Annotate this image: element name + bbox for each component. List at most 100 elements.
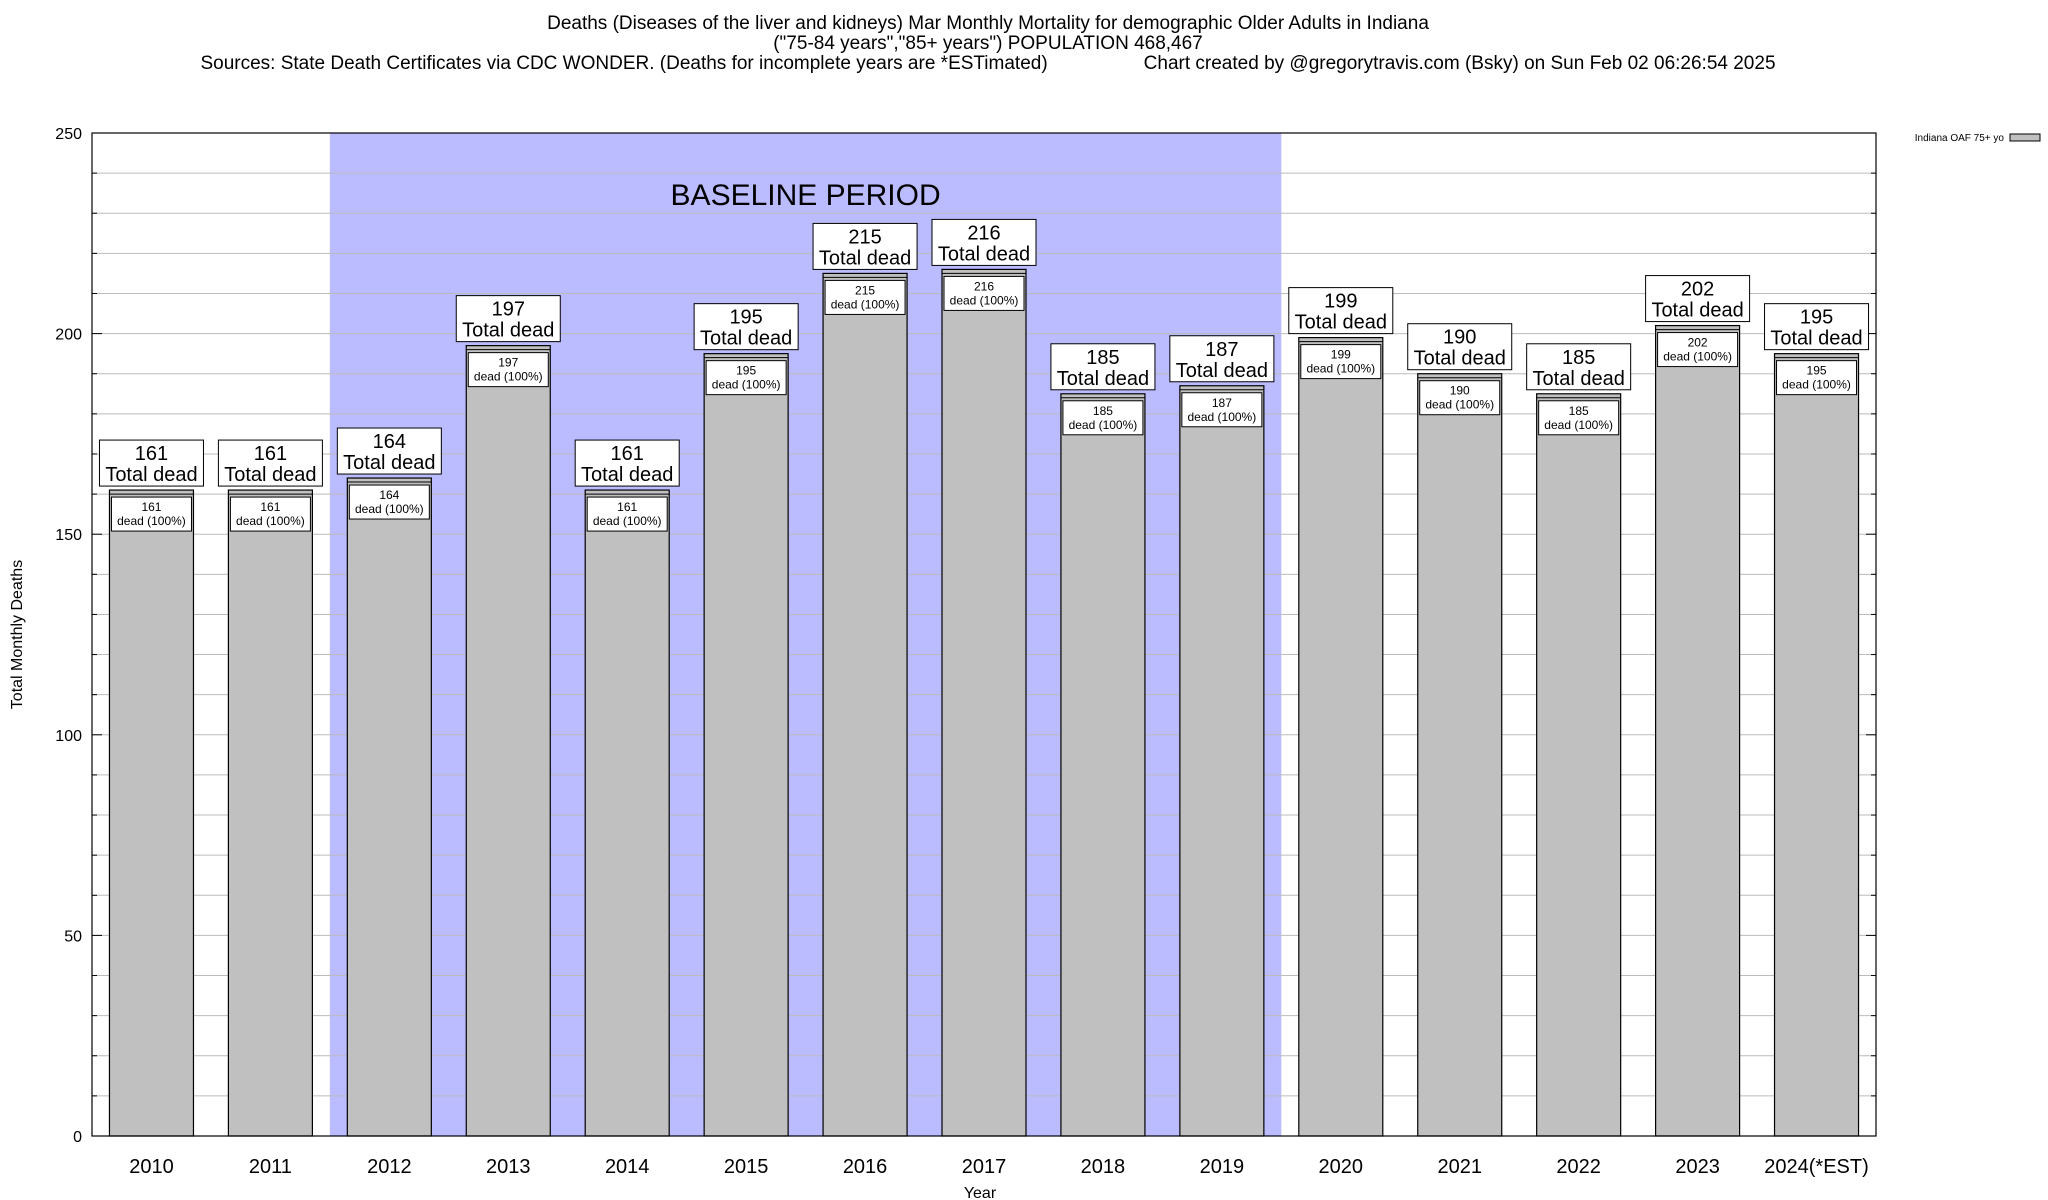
inner-label-text: dead (100%) xyxy=(1544,418,1613,432)
total-label-box xyxy=(98,439,204,487)
inner-label-value: 185 xyxy=(1093,404,1113,418)
total-label-value: 187 xyxy=(1205,339,1238,361)
total-label-value: 190 xyxy=(1443,327,1476,349)
bar-2020 xyxy=(1298,337,1384,1137)
total-label-value: 197 xyxy=(492,299,525,321)
baseline-period-label: BASELINE PERIOD xyxy=(671,179,941,212)
inner-label-value: 187 xyxy=(1212,396,1232,410)
total-label-value: 185 xyxy=(1562,347,1595,369)
total-label-value: 202 xyxy=(1681,279,1714,301)
inner-label-box xyxy=(1062,400,1144,436)
inner-label-text: dead (100%) xyxy=(1069,418,1138,432)
bar-2017 xyxy=(941,268,1027,1137)
inner-label-value: 197 xyxy=(498,356,518,370)
inner-label-box xyxy=(824,279,906,315)
total-label-text: Total dead xyxy=(462,320,554,342)
bar-2013 xyxy=(465,345,551,1137)
inner-label-value: 199 xyxy=(1331,348,1351,362)
bar-2010 xyxy=(108,489,195,1137)
total-label-text: Total dead xyxy=(1057,368,1149,390)
inner-label-box xyxy=(1181,392,1263,428)
total-label-text: Total dead xyxy=(700,328,792,350)
bar-2022 xyxy=(1536,393,1622,1137)
inner-label-text: dead (100%) xyxy=(1663,350,1732,364)
inner-label-value: 161 xyxy=(141,500,161,514)
total-label-text: Total dead xyxy=(1651,300,1743,322)
total-label-text: Total dead xyxy=(819,247,911,269)
inner-label-box xyxy=(586,496,668,532)
inner-label-text: dead (100%) xyxy=(593,514,662,528)
inner-label-box xyxy=(1776,360,1858,396)
x-axis-label: Year xyxy=(964,1185,997,1200)
x-tick-label: 2014 xyxy=(605,1156,650,1178)
inner-label-value: 195 xyxy=(736,364,756,378)
x-tick-label: 2012 xyxy=(367,1156,412,1178)
inner-label-value: 216 xyxy=(974,279,994,293)
inner-label-box xyxy=(467,352,549,388)
y-axis-label: Total Monthly Deaths xyxy=(9,560,26,709)
total-label-box xyxy=(931,218,1037,266)
inner-label-box xyxy=(1419,380,1501,416)
inner-label-text: dead (100%) xyxy=(950,293,1019,307)
inner-label-text: dead (100%) xyxy=(1425,398,1494,412)
x-tick-label: 2010 xyxy=(129,1156,174,1178)
bar-2014 xyxy=(584,489,670,1137)
inner-label-text: dead (100%) xyxy=(712,378,781,392)
inner-label-text: dead (100%) xyxy=(355,502,424,516)
inner-label-text: dead (100%) xyxy=(1782,378,1851,392)
inner-label-value: 164 xyxy=(379,488,399,502)
total-label-text: Total dead xyxy=(938,243,1030,265)
total-label-box xyxy=(574,439,680,487)
inner-label-value: 202 xyxy=(1688,336,1708,350)
legend-swatch xyxy=(2009,133,2041,142)
total-label-text: Total dead xyxy=(1414,348,1506,370)
total-label-box xyxy=(336,427,442,475)
total-label-box xyxy=(1169,335,1275,383)
x-tick-label: 2015 xyxy=(724,1156,769,1178)
chart-sources: Sources: State Death Certificates via CD… xyxy=(200,53,1048,74)
x-tick-label: 2019 xyxy=(1200,1156,1245,1178)
inner-label-box xyxy=(705,360,787,396)
inner-label-text: dead (100%) xyxy=(474,370,543,384)
inner-label-box xyxy=(110,496,192,532)
inner-label-box xyxy=(229,496,311,532)
x-tick-label: 2020 xyxy=(1319,1156,1364,1178)
total-label-text: Total dead xyxy=(1770,328,1862,350)
bar-2015 xyxy=(703,353,789,1137)
x-tick-label: 2018 xyxy=(1081,1156,1126,1178)
total-label-text: Total dead xyxy=(1176,360,1268,382)
total-label-box xyxy=(1645,275,1751,323)
inner-label-box xyxy=(1538,400,1620,436)
chart-source-line: Sources: State Death Certificates via CD… xyxy=(0,54,1976,74)
bar-2024(*EST) xyxy=(1773,353,1860,1137)
inner-label-value: 161 xyxy=(617,500,637,514)
total-label-box xyxy=(1288,287,1394,335)
x-tick-label: 2013 xyxy=(486,1156,531,1178)
total-label-value: 164 xyxy=(373,431,406,453)
y-tick-label: 200 xyxy=(55,327,82,344)
total-label-value: 185 xyxy=(1086,347,1119,369)
total-label-box xyxy=(1050,343,1156,391)
inner-label-value: 195 xyxy=(1807,364,1827,378)
total-label-box xyxy=(812,222,918,270)
bar-2011 xyxy=(227,489,313,1137)
x-tick-label: 2016 xyxy=(843,1156,888,1178)
total-label-box xyxy=(1407,323,1513,371)
chart-title: Deaths (Diseases of the liver and kidney… xyxy=(547,13,1429,34)
total-label-box xyxy=(693,303,799,351)
bar-2023 xyxy=(1654,324,1741,1137)
inner-label-text: dead (100%) xyxy=(117,514,186,528)
total-label-text: Total dead xyxy=(581,464,673,486)
inner-label-value: 161 xyxy=(260,500,280,514)
x-tick-label: 2023 xyxy=(1675,1156,1720,1178)
plot-frame xyxy=(91,132,1877,1137)
x-tick-label: 2022 xyxy=(1556,1156,1601,1178)
bar-2018 xyxy=(1060,393,1146,1137)
x-tick-label: 2024(*EST) xyxy=(1764,1156,1869,1178)
x-tick-label: 2017 xyxy=(962,1156,1007,1178)
x-tick-label: 2011 xyxy=(249,1156,292,1178)
bar-2012 xyxy=(346,477,432,1137)
total-label-value: 161 xyxy=(135,443,168,465)
total-label-box xyxy=(217,439,323,487)
